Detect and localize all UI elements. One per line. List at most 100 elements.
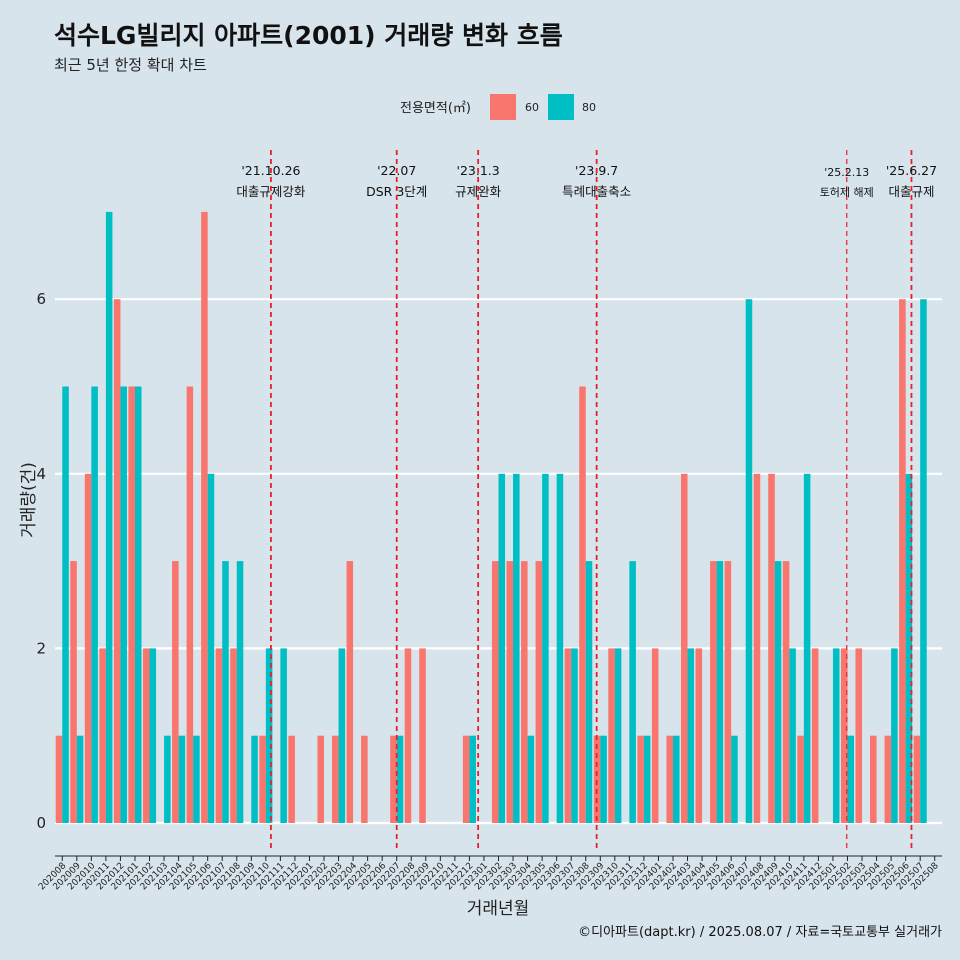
bar-80-202106	[207, 473, 215, 823]
bar-60-202308	[579, 386, 586, 823]
bar-80-202406	[731, 735, 738, 823]
bar-60-202502	[840, 648, 848, 823]
bar-80-202109	[251, 735, 258, 823]
bar-80-202212	[469, 735, 476, 823]
bar-60-202110	[259, 735, 266, 823]
bar-60-202505	[884, 735, 892, 823]
bar-80-202101	[134, 386, 142, 823]
legend-swatch-80	[548, 94, 574, 120]
bar-80-202207	[396, 735, 404, 823]
bar-60-202408	[753, 473, 761, 823]
bar-60-202107	[215, 648, 223, 823]
bar-60-202506	[899, 299, 906, 823]
bar-60-202302	[491, 561, 499, 823]
bar-60-202106	[201, 211, 208, 823]
bar-60-202303	[506, 561, 514, 823]
event-lines: '21.10.26 대출규제강화 '22.07 DSR 3단계 '23.1.3 규제완화 '…	[236, 150, 937, 852]
legend: 전용면적(㎡) 60 80	[400, 94, 596, 120]
bar-80-202409	[774, 561, 782, 823]
y-tick-label-0: 0	[36, 814, 46, 832]
event-label-4: 토허제 해제	[820, 185, 874, 199]
bar-60-202402	[666, 735, 673, 823]
bar-80-202108	[236, 561, 244, 823]
bar-80-202107	[222, 561, 229, 823]
event-label-2: 규제완화	[455, 184, 502, 199]
event-date-1: '22.07	[377, 163, 416, 178]
bar-80-202303	[513, 473, 520, 823]
bar-60-202204	[346, 561, 354, 823]
bar-60-202304	[521, 561, 528, 823]
bar-60-202305	[535, 561, 543, 823]
event-label-5: 대출규제	[888, 184, 934, 199]
bar-60-202101	[128, 386, 135, 823]
bar-80-202307	[571, 648, 578, 823]
bar-80-202306	[556, 473, 564, 823]
caption: ©디아파트(dapt.kr) / 2025.08.07 / 자료=국토교통부 실…	[578, 925, 942, 940]
bar-80-202104	[178, 735, 186, 823]
event-date-5: '25.6.27	[886, 163, 937, 178]
bar-60-202504	[870, 735, 877, 823]
bar-80-202405	[716, 561, 724, 823]
y-tick-label-2: 2	[36, 639, 46, 657]
bar-80-202506	[905, 473, 913, 823]
bar-60-202507	[913, 735, 921, 823]
bar-80-202501	[832, 648, 840, 823]
legend-label-60: 60	[525, 101, 539, 114]
bar-80-202309	[600, 735, 607, 823]
bar-80-202507	[920, 299, 927, 823]
bar-60-202008	[55, 735, 63, 823]
bar-60-202010	[84, 473, 92, 823]
bar-60-202411	[797, 735, 804, 823]
bar-60-202307	[564, 648, 572, 823]
bar-80-202102	[149, 648, 157, 823]
bar-80-202302	[498, 473, 506, 823]
event-label-1: DSR 3단계	[366, 184, 427, 199]
bar-80-202105	[193, 735, 200, 823]
chart-subtitle: 최근 5년 한정 확대 차트	[54, 56, 207, 74]
bar-80-202410	[789, 648, 796, 823]
bar-80-202012	[120, 386, 127, 823]
chart-title: 석수LG빌리지 아파트(2001) 거래량 변화 흐름	[54, 21, 563, 50]
y-axis-label: 거래량(건)	[19, 462, 39, 538]
bars	[55, 211, 927, 823]
bar-80-202008	[62, 386, 69, 823]
x-axis: 2020082020092020102020112020122021012021…	[37, 855, 942, 892]
bar-60-202112	[288, 735, 295, 823]
bar-80-202311	[629, 561, 636, 823]
legend-label-80: 80	[582, 101, 596, 114]
bar-60-202406	[724, 561, 732, 823]
bar-60-202202	[317, 735, 325, 823]
bar-80-202010	[91, 386, 98, 823]
bar-80-202305	[542, 473, 549, 823]
bar-60-202203	[332, 735, 339, 823]
bar-60-202205	[361, 735, 368, 823]
event-label-0: 대출규제강화	[236, 184, 306, 199]
bar-60-202405	[710, 561, 717, 823]
event-label-3: 특례대출축소	[562, 184, 631, 199]
bar-60-202207	[390, 735, 397, 823]
bar-80-202203	[338, 648, 346, 823]
y-tick-label-6: 6	[36, 290, 46, 308]
bar-80-202310	[614, 648, 622, 823]
bar-60-202503	[855, 648, 863, 823]
bar-60-202104	[172, 561, 179, 823]
bar-80-202402	[672, 735, 680, 823]
bar-60-202401	[651, 648, 659, 823]
bar-60-202011	[99, 648, 106, 823]
bar-60-202212	[462, 735, 470, 823]
bar-60-202312	[637, 735, 644, 823]
bar-80-202502	[847, 735, 855, 823]
bar-80-202407	[745, 299, 753, 823]
bar-60-202108	[230, 648, 237, 823]
bar-80-202403	[687, 648, 695, 823]
bar-60-202105	[186, 386, 194, 823]
bar-80-202304	[527, 735, 535, 823]
y-axis: 0 2 4 6	[36, 290, 46, 832]
bar-60-202208	[404, 648, 412, 823]
bar-60-202310	[608, 648, 615, 823]
bar-60-202309	[593, 735, 601, 823]
bar-60-202009	[70, 561, 77, 823]
legend-title: 전용면적(㎡)	[400, 101, 471, 116]
bar-60-202403	[680, 473, 688, 823]
